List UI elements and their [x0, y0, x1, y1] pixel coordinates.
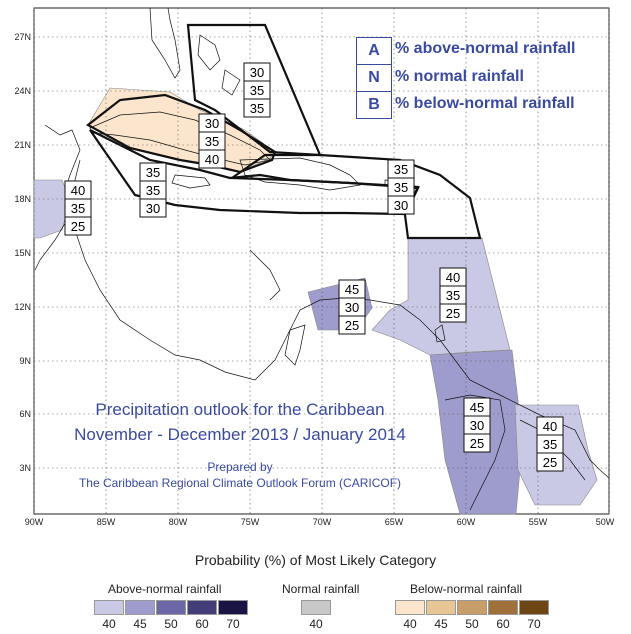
prob-value-eastern-caribbean-south: 35: [446, 288, 460, 303]
lon-tick: 80W: [169, 517, 188, 527]
lon-tick: 70W: [313, 517, 332, 527]
above-normal-swatch: [187, 600, 217, 615]
lon-tick: 75W: [241, 517, 260, 527]
lon-tick: 50W: [596, 517, 615, 527]
prob-value-belize-yucatan: 35: [71, 201, 85, 216]
above-normal-swatch-label: 70: [226, 617, 240, 631]
prob-cell-bahamas: [243, 98, 271, 118]
prob-value-abc-islands: 25: [345, 318, 359, 333]
prob-cell-guyana-suriname: [463, 433, 491, 453]
above-normal-swatch-label: 45: [133, 617, 147, 631]
legend-letter-normal: N: [356, 64, 392, 92]
above-normal-swatch: [218, 600, 248, 615]
prob-value-eastern-caribbean-south: 25: [446, 306, 460, 321]
graticule: [33, 8, 610, 514]
above-normal-swatch: [125, 600, 155, 615]
prob-value-jamaica-caymans: 30: [146, 201, 160, 216]
above-normal-swatch-label: 60: [195, 617, 209, 631]
lon-tick: 90W: [25, 517, 44, 527]
above-normal-label: Above-normal rainfall: [108, 582, 222, 596]
prob-cell-belize-yucatan: [64, 216, 92, 236]
normal-swatch: [301, 600, 331, 615]
below-normal-swatch: [488, 600, 518, 615]
map-title-line1: Precipitation outlook for the Caribbean: [95, 400, 385, 419]
prob-value-lesser-antilles-north: 30: [394, 198, 408, 213]
lon-tick: 60W: [457, 517, 476, 527]
below-normal-swatch: [395, 600, 425, 615]
map-title-line2: November - December 2013 / January 2014: [74, 425, 406, 444]
lat-tick: 27N: [14, 32, 31, 42]
prob-value-guyana-suriname: 45: [470, 400, 484, 415]
prob-value-guyana-suriname: 25: [470, 436, 484, 451]
below-normal-label: Below-normal rainfall: [410, 582, 523, 596]
prepared-by-label: Prepared by: [207, 460, 273, 474]
lat-tick: 15N: [14, 248, 31, 258]
scale-title: Probability (%) of Most Likely Category: [194, 552, 437, 568]
below-normal-swatch-label: 50: [465, 617, 479, 631]
below-normal-swatch: [519, 600, 549, 615]
legend-label-normal: % normal rainfall: [395, 68, 524, 85]
above-normal-swatch: [94, 600, 124, 615]
prob-cell-jamaica-caymans: [139, 198, 167, 218]
prob-value-belize-yucatan: 40: [71, 183, 85, 198]
prob-value-french-guiana: 35: [543, 437, 557, 452]
prob-cell-lesser-antilles-north: [387, 195, 415, 215]
lon-tick: 55W: [529, 517, 548, 527]
prob-value-eastern-caribbean-south: 40: [446, 270, 460, 285]
lat-tick: 6N: [19, 409, 31, 419]
lat-tick: 18N: [14, 194, 31, 204]
prob-value-french-guiana: 40: [543, 419, 557, 434]
above-normal-swatch: [156, 600, 186, 615]
lon-tick: 65W: [385, 517, 404, 527]
lat-tick: 12N: [14, 302, 31, 312]
latitude-labels: 27N 24N 21N 18N 15N 12N 9N 6N 3N: [14, 32, 31, 473]
prob-value-bahamas: 30: [250, 65, 264, 80]
normal-swatch-label: 40: [309, 617, 323, 631]
prob-cell-cuba: [198, 149, 226, 169]
prob-value-cuba: 30: [205, 116, 219, 131]
prob-value-abc-islands: 45: [345, 282, 359, 297]
below-normal-swatch-label: 40: [403, 617, 417, 631]
prob-value-jamaica-caymans: 35: [146, 165, 160, 180]
prob-value-cuba: 35: [205, 134, 219, 149]
prob-cell-abc-islands: [338, 315, 366, 335]
prob-cell-french-guiana: [536, 452, 564, 472]
prob-value-belize-yucatan: 25: [71, 219, 85, 234]
below-normal-swatch: [426, 600, 456, 615]
prob-value-french-guiana: 25: [543, 455, 557, 470]
prob-value-abc-islands: 30: [345, 300, 359, 315]
below-normal-swatch-label: 70: [527, 617, 541, 631]
prob-cell-eastern-caribbean-south: [439, 303, 467, 323]
lat-tick: 3N: [19, 463, 31, 473]
probability-boxes: 30 35 35 30 35 40 35 35 30 35 35 30 40 35 25 45 30 25 40 35…: [64, 62, 564, 472]
lat-tick: 9N: [19, 356, 31, 366]
longitude-labels: 90W 85W 80W 75W 70W 65W 60W 55W 50W: [25, 517, 615, 527]
forum-name: The Caribbean Regional Climate Outlook F…: [78, 476, 402, 490]
prob-value-bahamas: 35: [250, 83, 264, 98]
prob-value-lesser-antilles-north: 35: [394, 180, 408, 195]
legend-letter-above: A: [356, 37, 392, 65]
lat-tick: 24N: [14, 86, 31, 96]
below-normal-swatch: [457, 600, 487, 615]
below-normal-swatch-label: 45: [434, 617, 448, 631]
legend-label-below: % below-normal rainfall: [395, 95, 575, 112]
prob-value-cuba: 40: [205, 152, 219, 167]
above-normal-swatch-label: 50: [164, 617, 178, 631]
bahamas-zone-outline: [186, 23, 322, 157]
prob-value-guyana-suriname: 30: [470, 418, 484, 433]
prob-value-bahamas: 35: [250, 101, 264, 116]
normal-label: Normal rainfall: [282, 582, 360, 596]
prob-value-lesser-antilles-north: 35: [394, 162, 408, 177]
lon-tick: 85W: [97, 517, 116, 527]
below-normal-swatch-label: 60: [496, 617, 510, 631]
above-normal-swatch-label: 40: [102, 617, 116, 631]
lat-tick: 21N: [14, 140, 31, 150]
legend-label-above: % above-normal rainfall: [395, 40, 576, 57]
prob-value-jamaica-caymans: 35: [146, 183, 160, 198]
legend-letter-below: B: [356, 91, 392, 119]
